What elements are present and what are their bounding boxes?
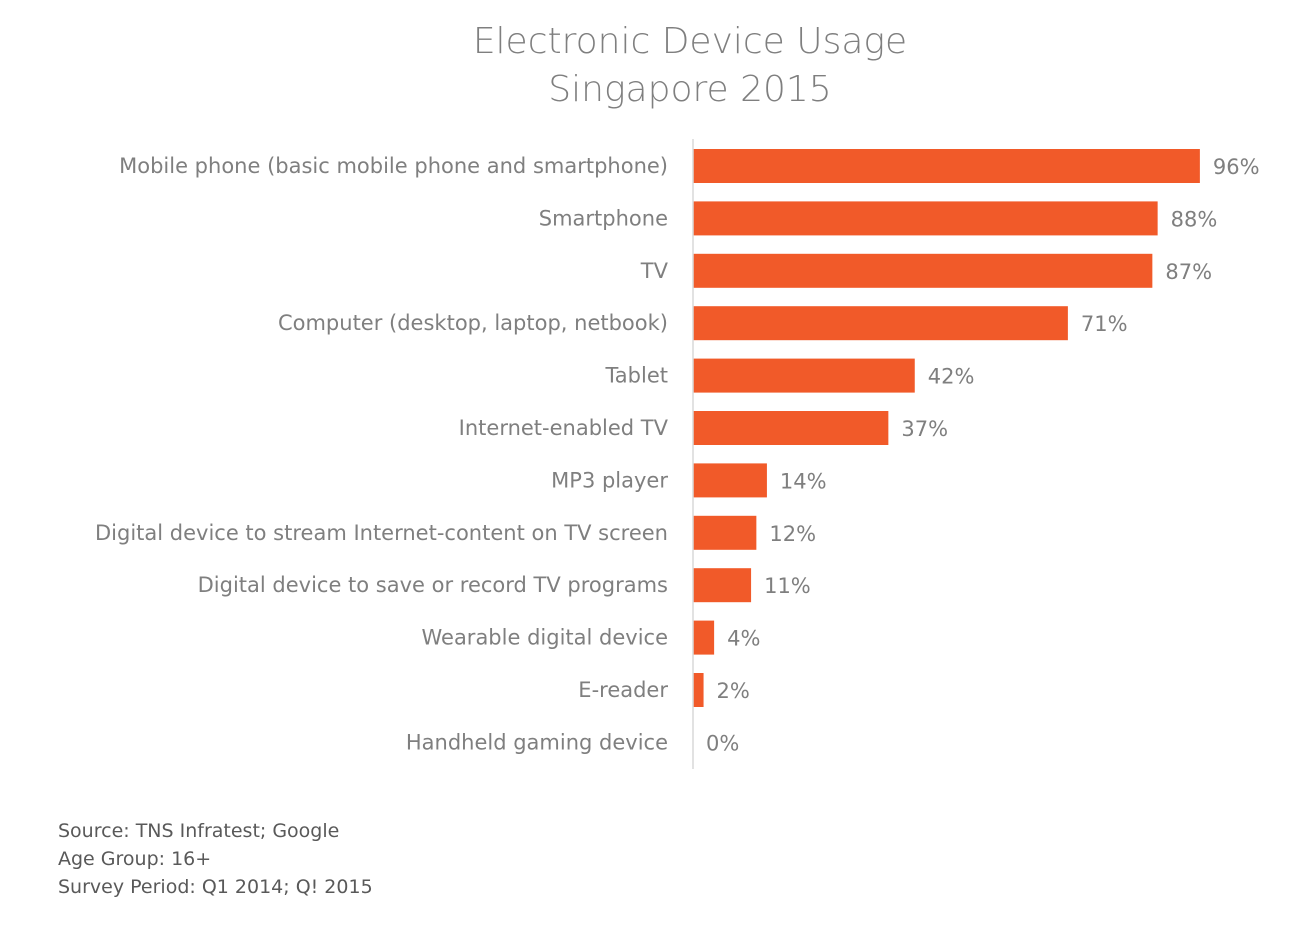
data-label: 37%: [901, 417, 948, 441]
bar-chart: Mobile phone (basic mobile phone and sma…: [95, 139, 1260, 769]
data-label: 12%: [769, 522, 816, 546]
bar: [693, 306, 1068, 341]
bar: [693, 253, 1153, 288]
age-group-note: Age Group: 16+: [58, 848, 212, 870]
category-label: Handheld gaming device: [406, 730, 668, 754]
bar: [693, 463, 767, 498]
data-label: 42%: [928, 365, 975, 389]
data-label: 71%: [1081, 312, 1128, 336]
chart-title: Electronic Device Usage Singapore 2015: [0, 18, 1305, 114]
data-label: 88%: [1171, 207, 1218, 231]
category-label: Smartphone: [539, 206, 668, 230]
category-label: TV: [640, 259, 669, 283]
bar: [693, 149, 1200, 183]
category-label: Tablet: [604, 364, 668, 388]
category-label: Internet-enabled TV: [459, 416, 669, 440]
data-label: 4%: [727, 627, 760, 651]
category-label: Wearable digital device: [421, 626, 668, 650]
bar: [693, 201, 1158, 236]
bar: [693, 358, 915, 393]
data-label: 11%: [764, 574, 811, 598]
data-label: 87%: [1165, 260, 1212, 284]
category-label: E-reader: [578, 678, 668, 702]
category-label: MP3 player: [551, 468, 668, 492]
data-label: 0%: [706, 731, 739, 755]
category-label: Digital device to save or record TV prog…: [198, 573, 668, 597]
category-label: Computer (desktop, laptop, netbook): [278, 311, 668, 335]
bar: [693, 620, 715, 655]
data-label: 2%: [717, 679, 750, 703]
bar: [693, 673, 704, 707]
bar: [693, 568, 752, 603]
category-label: Mobile phone (basic mobile phone and sma…: [119, 154, 668, 178]
footnotes: Source: TNS Infratest; Google Age Group:…: [58, 817, 373, 901]
chart-subtitle-line: Singapore 2015: [548, 69, 832, 110]
category-label: Digital device to stream Internet-conten…: [95, 521, 668, 545]
bar: [693, 411, 889, 445]
chart-title-line: Electronic Device Usage: [472, 21, 908, 62]
data-label: 96%: [1213, 155, 1260, 179]
survey-period-note: Survey Period: Q1 2014; Q! 2015: [58, 876, 373, 898]
bar: [693, 515, 757, 550]
source-note: Source: TNS Infratest; Google: [58, 820, 340, 842]
data-label: 14%: [780, 469, 827, 493]
